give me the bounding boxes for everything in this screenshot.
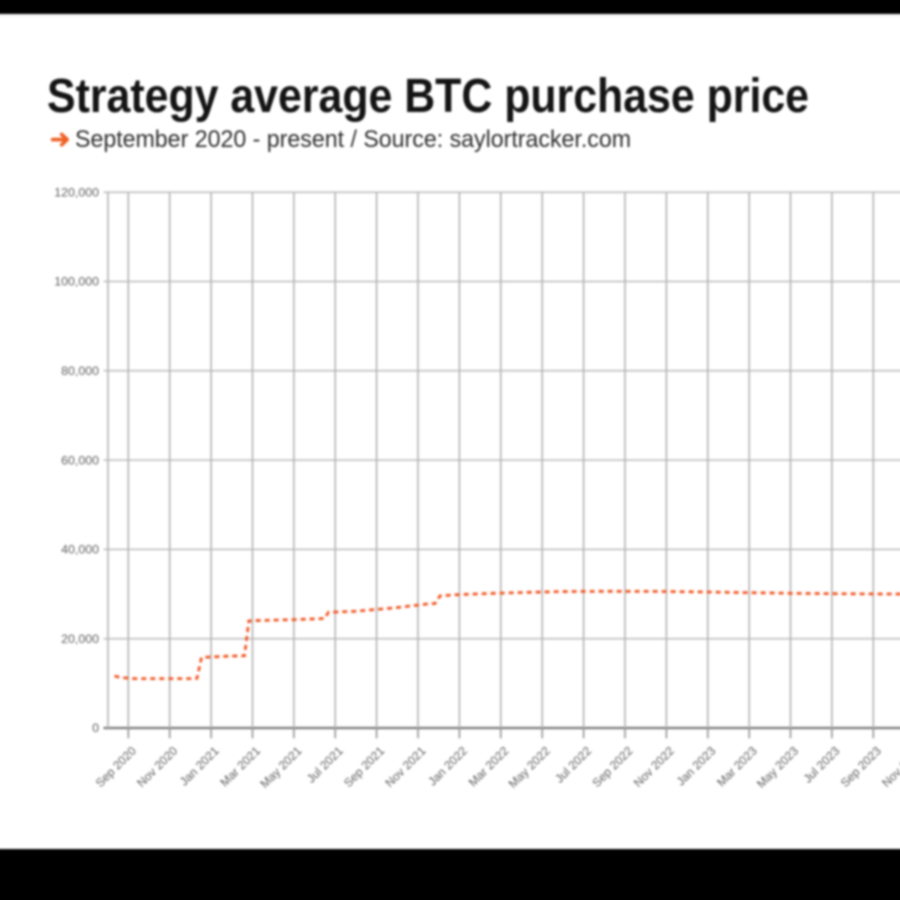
svg-text:May 2022: May 2022 — [506, 743, 553, 790]
svg-text:Sep 2021: Sep 2021 — [341, 743, 387, 789]
svg-text:Nov 2022: Nov 2022 — [631, 743, 677, 789]
svg-text:May 2023: May 2023 — [754, 743, 801, 790]
svg-text:Jan 2023: Jan 2023 — [674, 744, 719, 789]
svg-text:Jan 2021: Jan 2021 — [177, 744, 222, 789]
svg-text:Mar 2023: Mar 2023 — [714, 743, 760, 789]
svg-text:May 2021: May 2021 — [257, 743, 304, 790]
svg-text:Jul 2023: Jul 2023 — [801, 743, 843, 785]
svg-text:100,000: 100,000 — [54, 275, 99, 289]
svg-text:0: 0 — [92, 721, 99, 735]
svg-text:80,000: 80,000 — [61, 364, 99, 378]
svg-text:Sep 2020: Sep 2020 — [93, 743, 139, 789]
svg-text:20,000: 20,000 — [61, 632, 99, 646]
svg-text:Jul 2022: Jul 2022 — [552, 743, 594, 785]
svg-text:120,000: 120,000 — [54, 185, 99, 199]
svg-text:Nov 2021: Nov 2021 — [382, 743, 428, 789]
svg-text:Sep 2022: Sep 2022 — [589, 743, 635, 789]
svg-text:Mar 2021: Mar 2021 — [217, 743, 263, 789]
svg-text:Nov 2023: Nov 2023 — [879, 743, 900, 789]
svg-text:60,000: 60,000 — [61, 453, 99, 467]
svg-text:Sep 2023: Sep 2023 — [838, 743, 884, 789]
svg-text:Mar 2022: Mar 2022 — [466, 743, 512, 789]
svg-text:40,000: 40,000 — [61, 543, 99, 557]
svg-text:Nov 2020: Nov 2020 — [134, 743, 180, 789]
svg-text:Jan 2022: Jan 2022 — [425, 744, 470, 789]
svg-text:Jul 2021: Jul 2021 — [304, 743, 346, 785]
